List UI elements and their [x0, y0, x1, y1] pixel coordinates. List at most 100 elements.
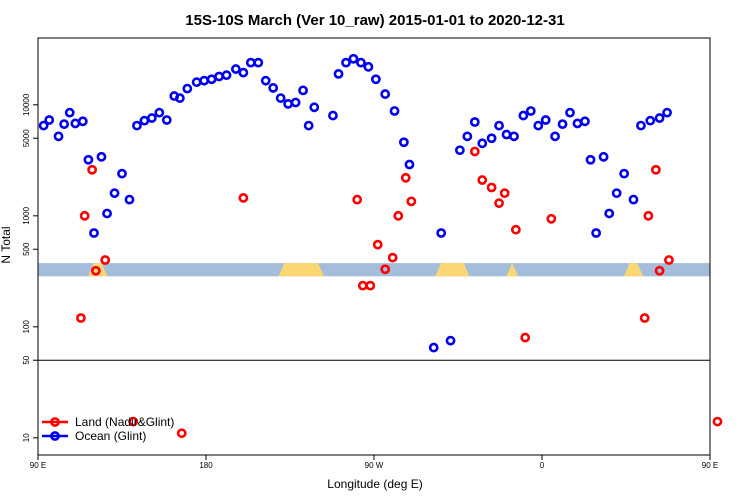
- legend-marker: [50, 431, 60, 441]
- ocean-point: [191, 77, 202, 88]
- ocean-point: [83, 154, 94, 165]
- y-tick-label: 50: [22, 355, 31, 364]
- ocean-point: [428, 342, 439, 353]
- ocean-point: [550, 131, 560, 142]
- y-tick-label: 1000: [22, 206, 31, 224]
- land-point: [357, 280, 368, 291]
- land-point: [499, 188, 510, 199]
- land-point: [712, 416, 723, 427]
- ocean-point: [89, 228, 99, 238]
- ocean-point: [509, 131, 519, 142]
- land-point: [469, 146, 480, 157]
- ocean-point: [494, 120, 504, 131]
- ocean-point: [109, 188, 120, 199]
- land-point: [90, 265, 101, 276]
- land-point: [76, 313, 86, 323]
- land-point: [238, 193, 249, 203]
- ocean-point: [238, 67, 249, 78]
- land-point: [546, 213, 557, 224]
- ocean-point: [619, 168, 630, 179]
- map-band-land: [435, 263, 470, 277]
- ocean-point: [518, 110, 529, 121]
- land-point: [393, 210, 404, 221]
- ocean-point: [260, 75, 271, 86]
- x-tick-label: 90 E: [702, 461, 718, 470]
- ocean-point: [309, 102, 320, 113]
- ocean-point: [214, 71, 224, 82]
- legend-marker: [50, 417, 60, 427]
- ocean-point: [53, 131, 64, 142]
- ocean-point: [96, 151, 107, 162]
- y-tick-label: 10000: [22, 93, 31, 116]
- x-tick-label: 0: [540, 461, 545, 470]
- land-point: [520, 332, 531, 343]
- ocean-point: [333, 68, 344, 79]
- ocean-point: [139, 115, 150, 126]
- ocean-point: [604, 208, 615, 219]
- ocean-point: [454, 145, 465, 156]
- ocean-point: [245, 57, 256, 68]
- ocean-point: [206, 74, 217, 85]
- ocean-point: [525, 106, 536, 116]
- ocean-point: [404, 159, 415, 170]
- ocean-point: [124, 194, 135, 205]
- land-point: [650, 164, 661, 175]
- map-band-land: [623, 263, 644, 277]
- ocean-point: [161, 115, 172, 125]
- land-point: [654, 265, 665, 276]
- ocean-point: [645, 115, 656, 126]
- ocean-point: [117, 168, 127, 179]
- ocean-point: [611, 188, 622, 199]
- land-point: [87, 164, 98, 175]
- ocean-point: [77, 116, 88, 127]
- ocean-point: [591, 228, 602, 238]
- land-point: [176, 428, 187, 439]
- ocean-point: [477, 138, 488, 149]
- ocean-point: [370, 74, 381, 85]
- ocean-point: [174, 93, 185, 103]
- ocean-point: [199, 75, 210, 86]
- ocean-point: [469, 117, 480, 127]
- ocean-point: [38, 120, 49, 131]
- legend-entry: Ocean (Glint): [75, 429, 146, 443]
- ocean-point: [275, 93, 286, 103]
- map-band-ocean: [38, 263, 710, 277]
- ocean-point: [628, 194, 639, 205]
- land-point: [365, 280, 376, 291]
- ocean-point: [380, 89, 391, 99]
- y-tick-label: 5000: [22, 129, 31, 147]
- ocean-point: [328, 110, 338, 121]
- legend-entry: Land (Nadir&Glint): [75, 415, 174, 429]
- land-point: [664, 255, 674, 265]
- ocean-point: [253, 57, 264, 68]
- ocean-point: [268, 83, 279, 93]
- y-tick-label: 500: [22, 242, 31, 256]
- land-point: [494, 198, 504, 209]
- map-band-land: [278, 263, 324, 277]
- ocean-point: [533, 120, 544, 131]
- ocean-point: [102, 208, 112, 219]
- ocean-point: [580, 116, 590, 127]
- ocean-point: [356, 57, 366, 68]
- ocean-point: [363, 61, 374, 72]
- ocean-point: [540, 115, 551, 125]
- land-point: [387, 252, 398, 263]
- land-point: [639, 313, 650, 323]
- ocean-point: [501, 129, 512, 140]
- ocean-point: [462, 131, 473, 142]
- land-point: [79, 210, 90, 221]
- ocean-point: [290, 97, 301, 108]
- ocean-point: [132, 120, 142, 131]
- land-point: [510, 224, 521, 235]
- x-axis-label: Longitude (deg E): [327, 477, 422, 491]
- ocean-point: [654, 113, 665, 123]
- y-tick-label: 100: [22, 320, 31, 334]
- x-tick-label: 90 E: [30, 461, 46, 470]
- ocean-point: [598, 151, 609, 162]
- land-point: [352, 194, 363, 205]
- ocean-point: [389, 106, 400, 116]
- x-tick-label: 90 W: [365, 461, 384, 470]
- ocean-point: [303, 120, 314, 131]
- ocean-point: [662, 107, 672, 118]
- ocean-point: [298, 85, 308, 96]
